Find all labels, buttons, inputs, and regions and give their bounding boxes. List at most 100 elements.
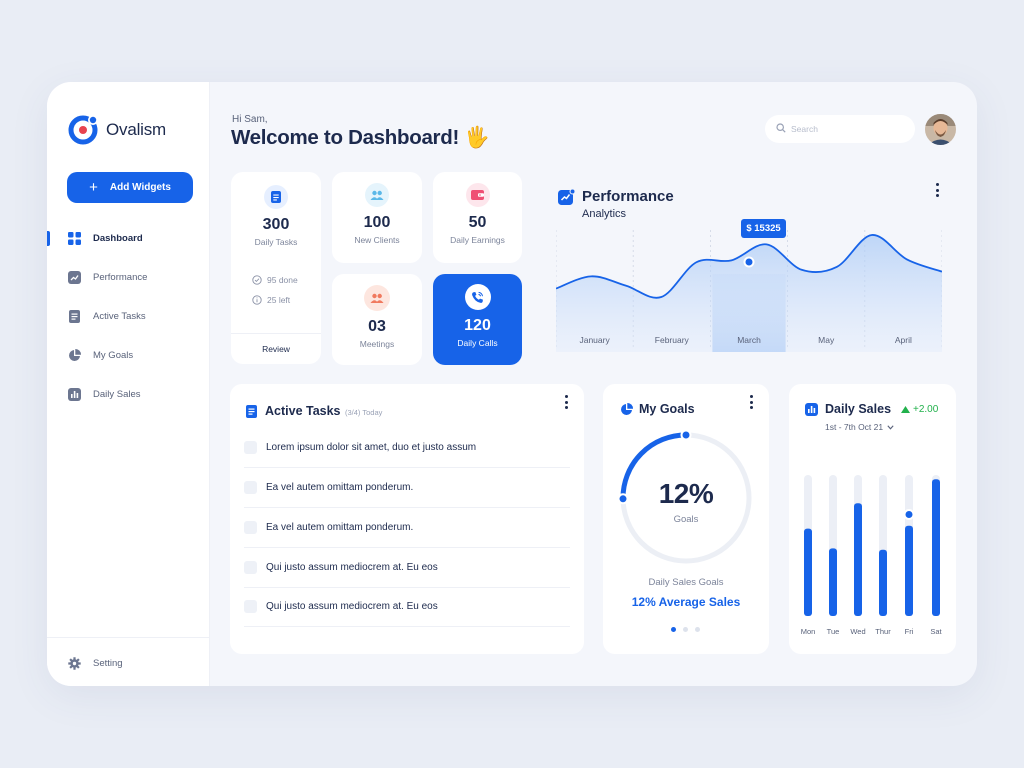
carousel-dot[interactable] bbox=[683, 627, 688, 632]
sidebar-item-label: Daily Sales bbox=[93, 389, 141, 400]
sidebar-item-label: My Goals bbox=[93, 350, 134, 361]
goal-ring-knob bbox=[680, 429, 692, 441]
goal-caption: Daily Sales Goals bbox=[648, 577, 724, 588]
task-checkbox[interactable] bbox=[244, 600, 257, 613]
search-box[interactable] bbox=[765, 115, 915, 143]
daily-earnings-card[interactable]: 50 Daily Earnings bbox=[433, 172, 522, 263]
setting-button[interactable]: Setting bbox=[67, 656, 123, 670]
goal-percent: 12% bbox=[658, 478, 714, 509]
sidebar-item-active-tasks[interactable]: Active Tasks bbox=[47, 297, 209, 336]
new-clients-card[interactable]: 100 New Clients bbox=[332, 172, 422, 263]
carousel-dots bbox=[671, 627, 700, 632]
sidebar-nav: Dashboard Performance Active Tasks My Go… bbox=[47, 219, 209, 414]
wallet-icon bbox=[465, 183, 490, 207]
bar bbox=[804, 528, 812, 616]
daily-tasks-value: 300 bbox=[262, 216, 290, 233]
x-tick-label: Wed bbox=[850, 627, 865, 636]
add-widgets-label: Add Widgets bbox=[109, 182, 171, 193]
tasks-icon bbox=[264, 185, 288, 209]
phone-icon bbox=[464, 284, 491, 310]
x-tick-label: Thur bbox=[875, 627, 891, 636]
x-tick-label: May bbox=[818, 335, 835, 345]
task-checkbox[interactable] bbox=[244, 561, 257, 574]
sidebar: Ovalism + Add Widgets Dashboard Performa… bbox=[47, 82, 210, 686]
daily-tasks-card[interactable]: 300 Daily Tasks 95 done 25 left Review bbox=[231, 172, 321, 364]
review-divider bbox=[231, 333, 321, 334]
bar bbox=[932, 479, 940, 616]
document-icon bbox=[246, 405, 257, 423]
my-goals-menu-button[interactable] bbox=[745, 393, 757, 411]
performance-tooltip: $ 15325 bbox=[741, 219, 786, 238]
sidebar-item-performance[interactable]: Performance bbox=[47, 258, 209, 297]
sidebar-item-label: Dashboard bbox=[93, 233, 143, 244]
info-circle-icon bbox=[252, 295, 262, 305]
active-tasks-menu-button[interactable] bbox=[560, 393, 572, 411]
meetings-card[interactable]: 03 Meetings bbox=[332, 274, 422, 365]
x-tick-label: February bbox=[655, 335, 690, 345]
bar bbox=[829, 548, 837, 616]
page-title: Welcome to Dashboard! 🖐 bbox=[231, 126, 490, 149]
chevron-down-icon bbox=[887, 424, 894, 430]
active-tasks-card: Active Tasks (3/4) Today Lorem ipsum dol… bbox=[230, 384, 584, 654]
daily-calls-label: Daily Calls bbox=[457, 338, 498, 348]
bar bbox=[854, 503, 862, 616]
task-text: Lorem ipsum dolor sit amet, duo et justo… bbox=[266, 442, 477, 453]
list-item[interactable]: Qui justo assum mediocrem at. Eu eos bbox=[244, 548, 570, 588]
x-tick-label: March bbox=[737, 335, 761, 345]
brand[interactable]: Ovalism bbox=[67, 114, 166, 146]
list-item[interactable]: Qui justo assum mediocrem at. Eu eos bbox=[244, 587, 570, 627]
list-item[interactable]: Lorem ipsum dolor sit amet, duo et justo… bbox=[244, 428, 570, 468]
daily-earnings-value: 50 bbox=[468, 214, 487, 231]
greeting: Hi Sam, bbox=[232, 114, 268, 125]
task-text: Qui justo assum mediocrem at. Eu eos bbox=[266, 601, 438, 612]
performance-icon bbox=[558, 188, 576, 206]
add-widgets-button[interactable]: + Add Widgets bbox=[67, 172, 193, 203]
pie-icon bbox=[67, 349, 81, 363]
task-checkbox[interactable] bbox=[244, 481, 257, 494]
bar bbox=[905, 525, 913, 616]
daily-sales-card: Daily Sales +2.00 1st - 7th Oct 21 Mon Tu… bbox=[789, 384, 956, 654]
task-text: Ea vel autem omittam ponderum. bbox=[266, 522, 414, 533]
goal-highlight: 12% Average Sales bbox=[631, 595, 741, 609]
chart-icon bbox=[67, 271, 81, 285]
my-goals-card: My Goals 12% Goals Daily Sales Goals 12%… bbox=[603, 384, 769, 654]
daily-sales-chart: Mon Tue Wed Thur Fri Sat bbox=[801, 475, 943, 636]
performance-subtitle: Analytics bbox=[582, 208, 627, 220]
daily-calls-card[interactable]: 120 Daily Calls bbox=[433, 274, 522, 365]
tasks-done: 95 done bbox=[252, 275, 298, 285]
carousel-dot-active[interactable] bbox=[671, 627, 676, 632]
goal-center-label: Goals bbox=[673, 514, 699, 525]
pie-icon bbox=[620, 402, 634, 421]
setting-label: Setting bbox=[93, 657, 123, 669]
tasks-left: 25 left bbox=[252, 295, 290, 305]
plus-icon: + bbox=[89, 179, 98, 196]
meetings-value: 03 bbox=[368, 318, 386, 335]
task-checkbox[interactable] bbox=[244, 521, 257, 534]
daily-sales-change: +2.00 bbox=[901, 404, 938, 415]
task-checkbox[interactable] bbox=[244, 441, 257, 454]
avatar[interactable] bbox=[925, 114, 956, 145]
grid-icon bbox=[67, 232, 81, 246]
performance-menu-button[interactable] bbox=[931, 181, 943, 199]
review-button[interactable]: Review bbox=[262, 344, 290, 354]
new-clients-value: 100 bbox=[363, 214, 391, 231]
list-item[interactable]: Ea vel autem omittam ponderum. bbox=[244, 508, 570, 548]
date-range-dropdown[interactable]: 1st - 7th Oct 21 bbox=[825, 422, 894, 432]
people-icon bbox=[364, 285, 390, 311]
sidebar-item-my-goals[interactable]: My Goals bbox=[47, 336, 209, 375]
goal-ring-progress bbox=[620, 432, 689, 502]
daily-sales-title: Daily Sales bbox=[825, 402, 892, 416]
new-clients-label: New Clients bbox=[354, 235, 400, 245]
list-item[interactable]: Ea vel autem omittam ponderum. bbox=[244, 468, 570, 508]
goal-ring-knob bbox=[617, 493, 629, 505]
search-input[interactable] bbox=[791, 124, 901, 134]
carousel-dot[interactable] bbox=[695, 627, 700, 632]
x-tick-label: Mon bbox=[801, 627, 816, 636]
sidebar-item-daily-sales[interactable]: Daily Sales bbox=[47, 375, 209, 414]
active-tasks-title: Active Tasks bbox=[265, 404, 341, 418]
daily-tasks-label: Daily Tasks bbox=[254, 237, 298, 247]
x-tick-label: Fri bbox=[905, 627, 914, 636]
sidebar-item-dashboard[interactable]: Dashboard bbox=[47, 219, 209, 258]
active-tasks-count: (3/4) Today bbox=[345, 408, 383, 417]
users-icon bbox=[365, 183, 389, 207]
